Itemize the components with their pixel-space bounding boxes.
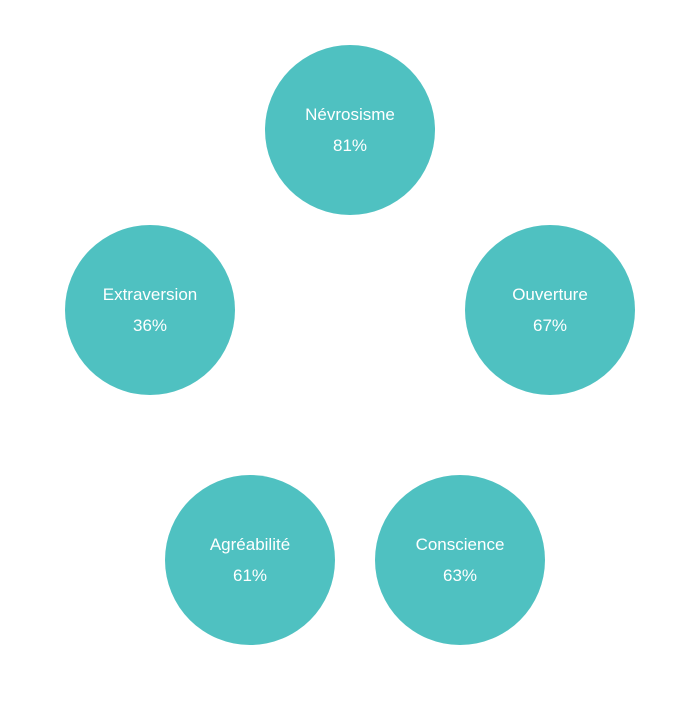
circle-value: 63%	[443, 563, 477, 589]
circle-value: 67%	[533, 313, 567, 339]
circle-conscience: Conscience 63%	[375, 475, 545, 645]
circle-value: 61%	[233, 563, 267, 589]
circle-value: 81%	[333, 133, 367, 159]
circle-ouverture: Ouverture 67%	[465, 225, 635, 395]
circle-label: Conscience	[416, 532, 505, 558]
circle-label: Névrosisme	[305, 102, 395, 128]
circle-label: Agréabilité	[210, 532, 290, 558]
circle-extraversion: Extraversion 36%	[65, 225, 235, 395]
diagram-stage: Névrosisme 81% Extraversion 36% Ouvertur…	[0, 0, 700, 720]
circle-label: Ouverture	[512, 282, 588, 308]
circle-nevrosisme: Névrosisme 81%	[265, 45, 435, 215]
circle-label: Extraversion	[103, 282, 197, 308]
circle-agreabilite: Agréabilité 61%	[165, 475, 335, 645]
circle-value: 36%	[133, 313, 167, 339]
